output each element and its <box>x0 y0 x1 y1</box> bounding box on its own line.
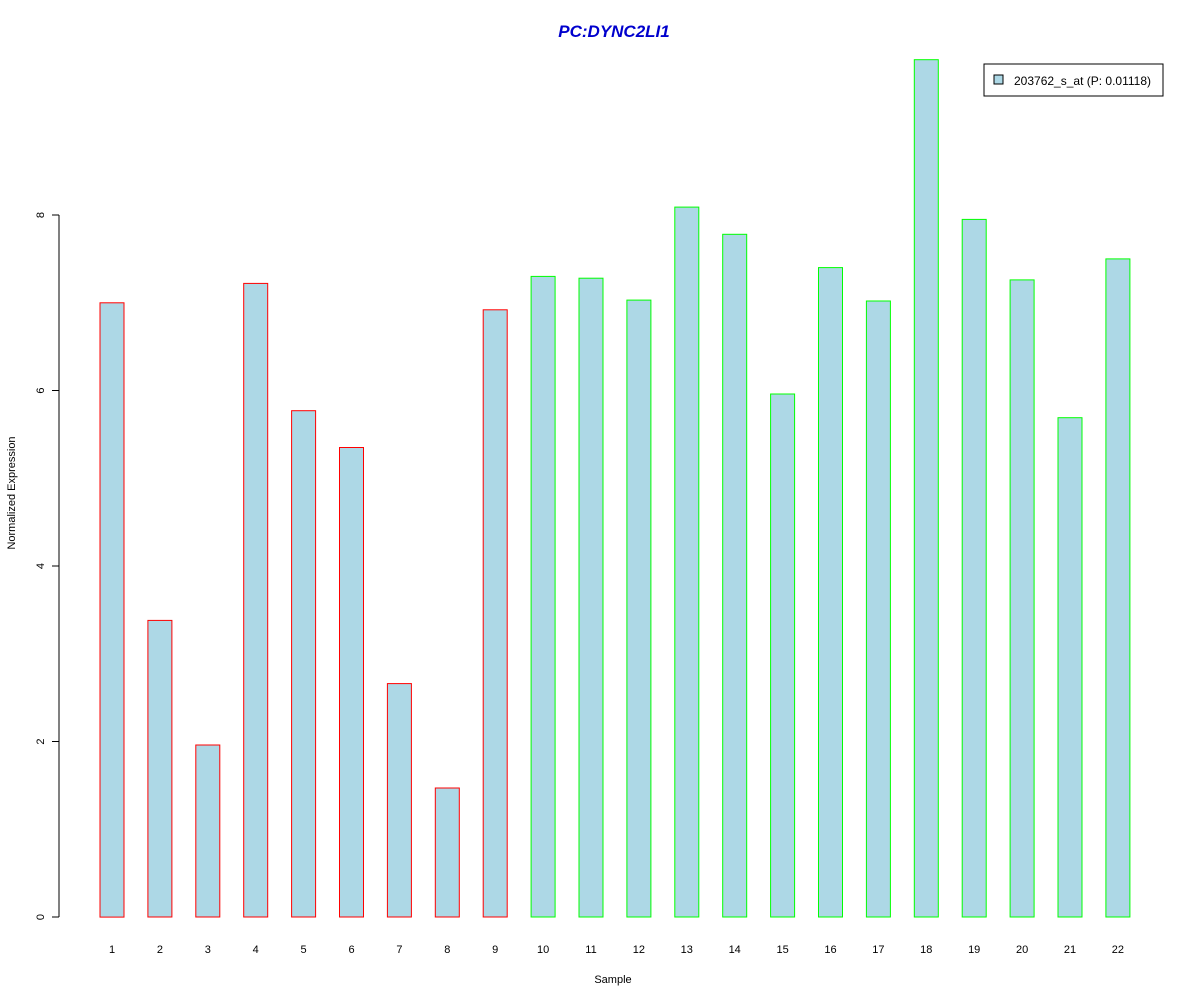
x-axis-tick-label: 13 <box>681 944 693 956</box>
bar <box>386 683 412 918</box>
bar <box>770 393 796 918</box>
bar <box>674 206 700 918</box>
legend: 203762_s_at (P: 0.01118) <box>983 63 1164 97</box>
bar <box>1105 258 1131 918</box>
y-axis: 0 2 4 6 8 <box>35 212 60 920</box>
bar <box>99 302 125 918</box>
x-axis-tick-labels: 1 2 3 4 5 6 7 8 9 10 11 12 13 14 15 16 17 18 19 20 21 22 <box>109 944 1124 956</box>
legend-label: 203762_s_at (P: 0.01118) <box>1014 74 1151 88</box>
x-axis-label: Sample <box>594 974 631 986</box>
legend-box <box>983 63 1164 97</box>
x-axis-tick-label: 3 <box>205 944 211 956</box>
x-axis-tick-label: 1 <box>109 944 115 956</box>
bar <box>291 410 317 918</box>
y-axis-label: Normalized Expression <box>6 436 18 549</box>
bar <box>195 744 221 918</box>
bar-series <box>99 59 1131 918</box>
bar <box>339 447 364 918</box>
bar <box>913 59 939 918</box>
bar <box>626 299 652 918</box>
x-axis-tick-label: 14 <box>729 944 741 956</box>
bar <box>1009 279 1035 918</box>
bar <box>243 282 269 918</box>
bar <box>1057 417 1083 918</box>
x-axis-tick-label: 2 <box>157 944 163 956</box>
x-axis-tick-label: 4 <box>253 944 259 956</box>
y-axis-tick-label: 0 <box>35 914 47 920</box>
bar <box>578 277 604 918</box>
y-axis-tick-label: 8 <box>35 212 47 218</box>
x-axis-tick-label: 18 <box>920 944 932 956</box>
bar <box>147 619 173 918</box>
x-axis-tick-label: 19 <box>968 944 980 956</box>
y-axis-tick-label: 6 <box>35 387 47 393</box>
x-axis-tick-label: 16 <box>824 944 836 956</box>
legend-swatch <box>993 74 1004 85</box>
x-axis-tick-label: 9 <box>492 944 498 956</box>
chart-title: PC:DYNC2LI1 <box>558 22 669 41</box>
x-axis-tick-label: 5 <box>301 944 307 956</box>
x-axis-tick-label: 15 <box>776 944 788 956</box>
x-axis-tick-label: 17 <box>872 944 884 956</box>
bar <box>961 218 987 918</box>
x-axis-tick-label: 6 <box>348 944 354 956</box>
x-axis-tick-label: 8 <box>444 944 450 956</box>
bar <box>722 233 748 918</box>
x-axis-tick-label: 22 <box>1112 944 1124 956</box>
bar <box>482 309 508 918</box>
bar <box>434 787 460 918</box>
bar <box>530 275 556 918</box>
bar <box>818 267 843 918</box>
x-axis-tick-label: 12 <box>633 944 645 956</box>
x-axis-tick-label: 11 <box>585 944 596 956</box>
bar <box>865 300 891 918</box>
y-axis-tick-label: 4 <box>35 563 47 569</box>
y-axis-tick-label: 2 <box>35 738 47 744</box>
x-axis-tick-label: 7 <box>396 944 402 956</box>
x-axis-tick-label: 21 <box>1064 944 1076 956</box>
x-axis-tick-label: 10 <box>537 944 549 956</box>
x-axis-tick-label: 20 <box>1016 944 1028 956</box>
